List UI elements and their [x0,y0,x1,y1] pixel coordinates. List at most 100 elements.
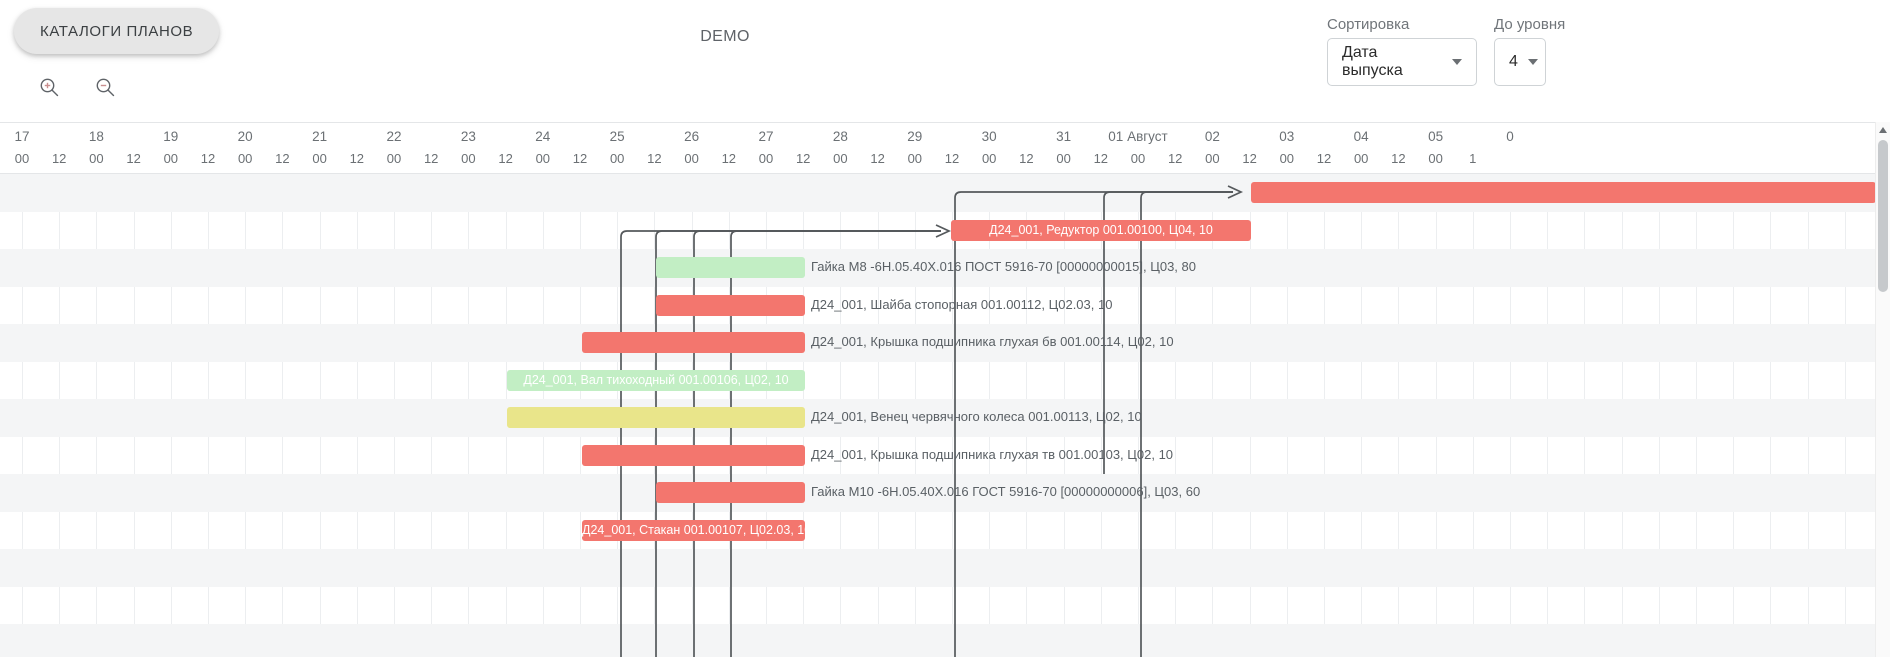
timeline-day-label: 19 [163,129,179,144]
timeline-hour-label: 00 [1279,151,1295,166]
timeline-hour-label: 00 [609,151,625,166]
timeline-day-label: 28 [832,129,848,144]
task-bar-label: Д24_001, Вал тихоходный 001.00106, Ц02, … [523,373,789,387]
chart-row[interactable] [0,212,1876,250]
timeline-day-label: 23 [460,129,476,144]
sort-label: Сортировка [1327,16,1410,33]
timeline-day-label: 29 [907,129,923,144]
task-bar-label: Д24_001, Крышка подшипника глухая бв 001… [811,334,1174,349]
timeline-day-label: 03 [1279,129,1295,144]
task-bar-label: Д24_001, Стакан 001.00107, Ц02.03, 10 [582,523,805,537]
task-bar[interactable]: Д24_001, Стакан 001.00107, Ц02.03, 10 [582,519,805,541]
zoom-in-icon[interactable] [34,72,64,102]
timeline-day-label: 04 [1353,129,1369,144]
timeline-hour-label: 00 [758,151,774,166]
sort-select[interactable]: Дата выпуска [1327,38,1477,86]
timeline-hour-label: 00 [1353,151,1369,166]
chevron-down-icon [1452,59,1462,65]
timeline-hour-label: 00 [535,151,551,166]
gantt-chart[interactable]: Д24_001, Редуктор 001.00100, Ц04, 10 Гайк… [0,174,1876,657]
timeline-hour-label: 00 [237,151,253,166]
task-bar-label: Д24_001, Крышка подшипника глухая тв 001… [811,446,1174,462]
timeline-hour-label: 12 [870,151,885,166]
task-bar[interactable] [656,294,805,316]
timeline-hour-label: 12 [51,151,67,166]
task-bar-label: Д24_001, Шайба стопорная 001.00112, Ц02.… [811,296,1113,312]
task-bar[interactable] [507,407,805,428]
timeline-hour-label: 12 [647,151,662,166]
level-select[interactable]: 4 [1494,38,1546,86]
timeline-hour-label: 00 [163,151,179,166]
page-title: DEMO [700,28,750,45]
task-bar-label: Гайка М10 -6Н.05.40Х.016 ГОСТ 5916-70 [0… [811,484,1201,499]
task-bar[interactable] [582,444,805,466]
timeline-day-label: 22 [386,129,402,144]
timeline-hour-label: 00 [1428,151,1443,166]
chart-row[interactable] [0,624,1876,657]
vertical-scrollbar[interactable] [1875,122,1890,657]
timeline-hour-label: 12 [498,151,513,166]
scrollbar-up-arrow-icon[interactable] [1876,122,1890,138]
timeline-day-label: 31 [1056,129,1072,144]
top-bar: КАТАЛОГИ ПЛАНОВ DEMO Сортировка Дата вып… [0,0,1890,122]
timeline-hour-label: 00 [1130,151,1146,166]
timeline-hour-label: 12 [944,151,960,166]
level-control: До уровня 4 [1494,16,1565,86]
scrollbar-thumb[interactable] [1878,140,1888,292]
timeline-hour-label: 00 [14,151,30,166]
timeline-hour-label: 12 [126,151,141,166]
timeline-hour-label: 12 [1167,151,1183,166]
timeline-hour-label: 12 [721,151,737,166]
chart-row[interactable] [0,362,1876,400]
timeline-hour-label: 1 [1469,151,1477,166]
timeline-day-label: 02 [1204,129,1220,144]
zoom-out-icon[interactable] [90,72,120,102]
timeline-hour-label: 12 [1242,151,1257,166]
arrow-up-icon [1879,127,1887,133]
task-bar[interactable] [1251,182,1876,203]
task-bar-label: Д24_001, Венец червячного колеса 001.001… [811,409,1142,424]
chart-row[interactable] [0,587,1876,625]
task-bar[interactable]: Д24_001, Редуктор 001.00100, Ц04, 10 [951,219,1251,241]
timeline-hour-label: 12 [572,151,588,166]
timeline-day-label: 26 [684,129,700,144]
task-bar[interactable] [656,482,805,503]
timeline-hour-label: 12 [795,151,811,166]
timeline-header: 17 18 19 20 21 22 23 24 25 26 27 28 29 30 31 01 Август 0… [0,122,1890,174]
timeline-hour-label: 00 [833,151,848,166]
timeline-day-label: 0 [1506,129,1514,144]
timeline-day-label: 18 [88,129,104,144]
task-bar[interactable] [582,332,805,353]
chart-row[interactable] [0,549,1876,587]
task-bar[interactable]: Д24_001, Вал тихоходный 001.00106, Ц02, … [507,369,805,391]
task-bar[interactable] [656,257,805,278]
timeline-day-label: 17 [14,129,30,144]
timeline-day-label: 21 [312,129,328,144]
timeline-hour-label: 12 [423,151,439,166]
chart-row[interactable] [0,512,1876,550]
timeline-hour-label: 00 [907,151,923,166]
task-bar-label: Гайка М8 -6Н.05.40Х.016 ПОСТ 5916-70 [00… [811,259,1196,274]
timeline-hour-label: 12 [1093,151,1109,166]
timeline-day-label: 01 Август [1108,129,1168,144]
timeline-top-divider [0,122,1890,123]
sort-control: Сортировка Дата выпуска [1327,16,1477,86]
timeline-day-label: 30 [981,129,997,144]
timeline-day-label: 24 [535,129,551,144]
timeline-hour-label: 12 [1316,151,1332,166]
timeline-hour-label: 12 [349,151,365,166]
timeline-hour-label: 00 [981,151,997,166]
chevron-down-icon [1527,59,1538,65]
level-value: 4 [1509,53,1518,70]
level-label: До уровня [1494,16,1566,33]
zoom-controls [34,72,120,102]
timeline-hour-label: 00 [89,151,104,166]
timeline-hour-label: 00 [461,151,476,166]
timeline-hour-label: 12 [1391,151,1406,166]
catalogs-plans-button[interactable]: КАТАЛОГИ ПЛАНОВ [14,8,220,54]
sort-value: Дата выпуска [1342,44,1403,79]
timeline-hour-label: 00 [386,151,402,166]
timeline-hour-label: 12 [200,151,216,166]
timeline-bottom-divider [0,173,1890,174]
timeline-hour-label: 00 [312,151,327,166]
